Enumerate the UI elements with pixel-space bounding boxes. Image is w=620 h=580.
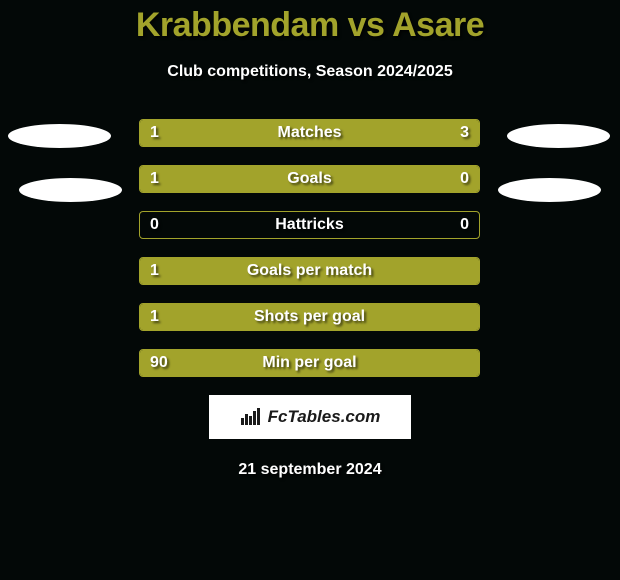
stat-value-right: 0 — [460, 212, 469, 238]
comparison-chart: Matches13Goals10Hattricks00Goals per mat… — [0, 119, 620, 377]
stat-value-left: 1 — [150, 120, 159, 146]
stat-row: Shots per goal1 — [0, 303, 620, 331]
stat-label: Matches — [140, 120, 479, 146]
stat-bar: Goals per match1 — [139, 257, 480, 285]
stat-label: Shots per goal — [140, 304, 479, 330]
stat-value-left: 1 — [150, 258, 159, 284]
stat-bar: Matches1 3 — [139, 119, 480, 147]
stat-row: Min per goal90 — [0, 349, 620, 377]
stat-value-left: 90 — [150, 350, 168, 376]
footer-date: 21 september 2024 — [0, 461, 620, 479]
stat-label: Goals per match — [140, 258, 479, 284]
stat-row: Goals per match1 — [0, 257, 620, 285]
stat-row: Matches1 3 — [0, 119, 620, 147]
stat-value-left: 1 — [150, 304, 159, 330]
bar-chart-icon — [240, 408, 262, 426]
stat-bar: Hattricks0 0 — [139, 211, 480, 239]
stat-row: Hattricks0 0 — [0, 211, 620, 239]
page-subtitle: Club competitions, Season 2024/2025 — [0, 63, 620, 81]
page-title: Krabbendam vs Asare — [0, 6, 620, 45]
stat-label: Hattricks — [140, 212, 479, 238]
brand-badge: FcTables.com — [209, 395, 411, 439]
stat-value-left: 0 — [150, 212, 159, 238]
stat-value-right: 0 — [460, 166, 469, 192]
stat-bar: Goals1 0 — [139, 165, 480, 193]
stat-bar: Shots per goal1 — [139, 303, 480, 331]
stat-value-left: 1 — [150, 166, 159, 192]
stat-label: Min per goal — [140, 350, 479, 376]
stat-bar: Min per goal90 — [139, 349, 480, 377]
stat-value-right: 3 — [460, 120, 469, 146]
brand-text: FcTables.com — [268, 407, 381, 427]
stat-row: Goals1 0 — [0, 165, 620, 193]
stat-label: Goals — [140, 166, 479, 192]
